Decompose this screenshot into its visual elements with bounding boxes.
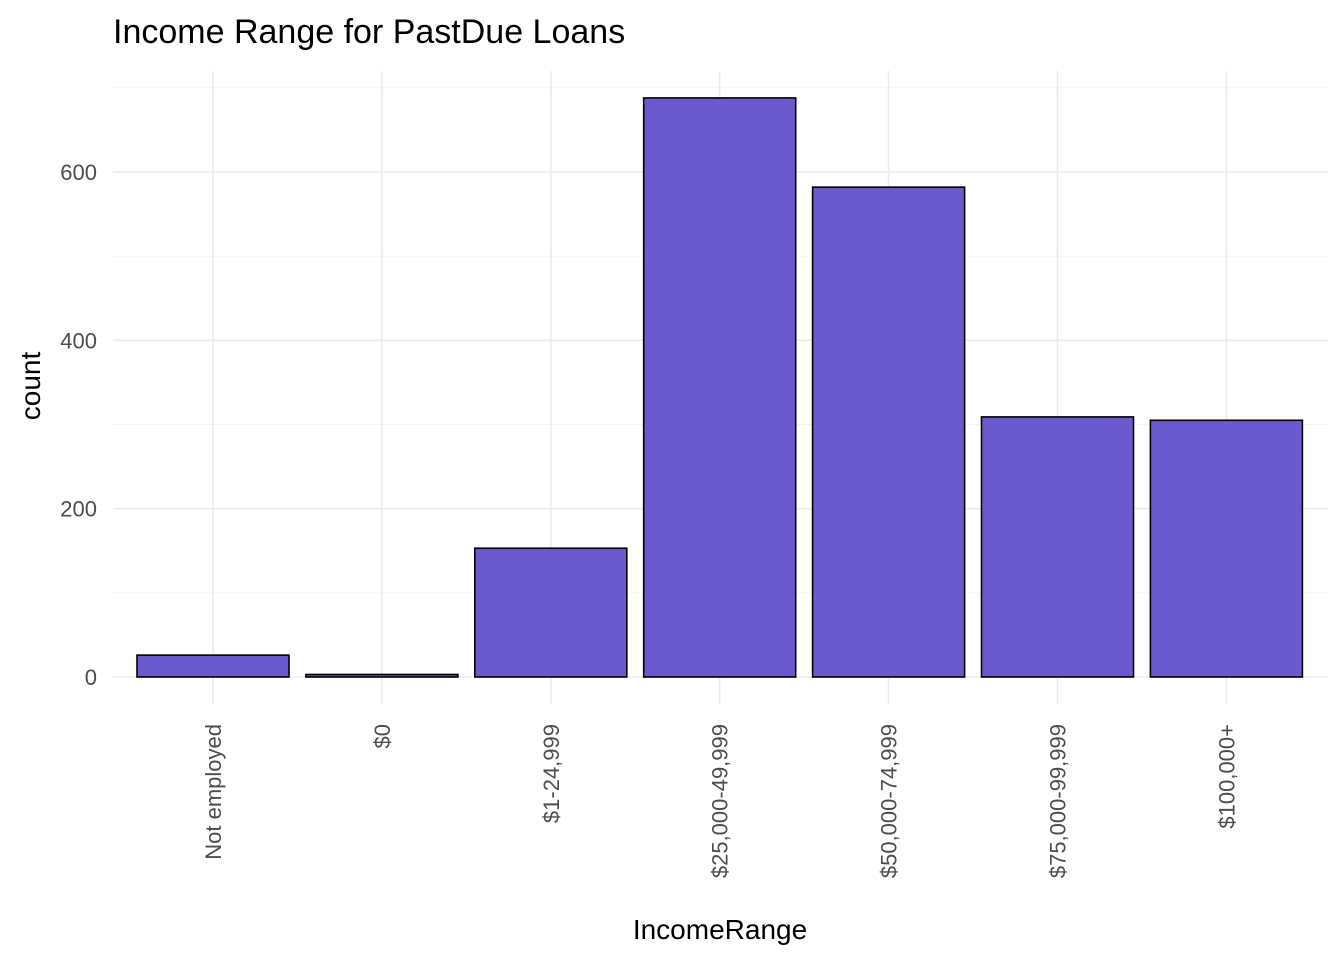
bar	[305, 673, 459, 678]
y-tick-label: 400	[60, 328, 97, 353]
bar	[811, 186, 966, 678]
x-tick-label: $75,000-99,999	[1046, 724, 1071, 878]
bar	[136, 654, 290, 678]
x-tick-label: Not employed	[201, 724, 226, 860]
y-tick-label: 200	[60, 497, 97, 522]
x-tick-label: $1-24,999	[539, 724, 564, 823]
x-axis-ticks: Not employed $0 $1-24,999 $25,000-49,999 $50…	[201, 724, 1239, 878]
bars	[136, 97, 1304, 678]
x-axis-title: IncomeRange	[633, 914, 807, 945]
bar	[1149, 419, 1304, 678]
x-tick-label: $25,000-49,999	[708, 724, 733, 878]
y-tick-label: 0	[85, 665, 97, 690]
x-tick-label: $100,000+	[1214, 724, 1239, 829]
bar	[473, 547, 628, 678]
x-tick-label: $50,000-74,999	[877, 724, 902, 878]
bar	[642, 97, 797, 678]
y-axis-ticks: 0 200 400 600	[60, 160, 97, 690]
bar	[980, 416, 1135, 678]
y-tick-label: 600	[60, 160, 97, 185]
x-tick-label: $0	[370, 724, 395, 748]
y-axis-title: count	[15, 352, 46, 421]
chart-title: Income Range for PastDue Loans	[113, 13, 625, 51]
